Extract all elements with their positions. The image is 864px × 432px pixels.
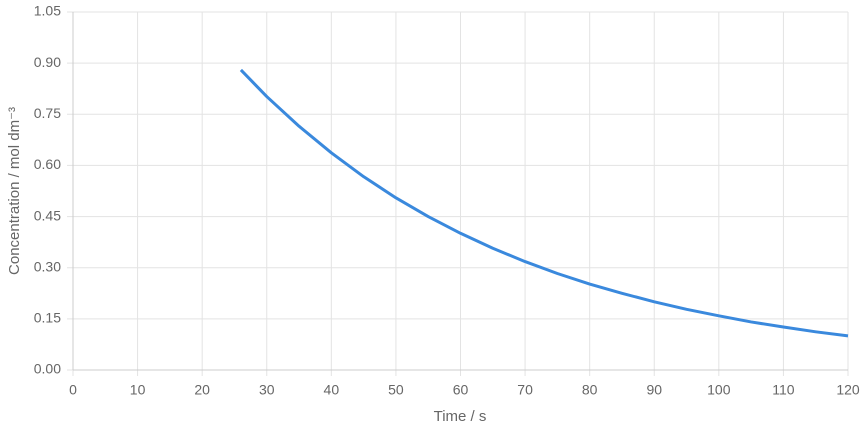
x-tick-label: 50 <box>388 382 404 398</box>
x-tick-label: 10 <box>130 382 146 398</box>
y-tick-label: 0.90 <box>34 54 61 70</box>
x-tick-label: 30 <box>259 382 275 398</box>
x-tick-label: 90 <box>646 382 662 398</box>
x-tick-label: 110 <box>772 382 795 398</box>
x-tick-label: 80 <box>582 382 598 398</box>
y-tick-label: 0.45 <box>34 207 61 223</box>
y-tick-label: 1.05 <box>34 3 61 19</box>
data-line <box>239 68 849 338</box>
x-tick-label: 100 <box>707 382 731 398</box>
x-tick-label: 20 <box>194 382 210 398</box>
x-tick-label: 70 <box>517 382 533 398</box>
y-tick-label: 0.30 <box>34 258 61 274</box>
x-tick-label: 0 <box>69 382 77 398</box>
y-tick-label: 0.00 <box>34 361 61 377</box>
y-tick-label: 0.60 <box>34 156 61 172</box>
y-tick-label: 0.75 <box>34 105 61 121</box>
y-tick-label: 0.15 <box>34 310 61 326</box>
y-axis-label: Concentration / mol dm⁻³ <box>6 107 23 275</box>
x-tick-label: 40 <box>324 382 340 398</box>
x-tick-label: 120 <box>836 382 860 398</box>
x-tick-label: 60 <box>453 382 469 398</box>
x-axis-label: Time / s <box>434 408 487 425</box>
